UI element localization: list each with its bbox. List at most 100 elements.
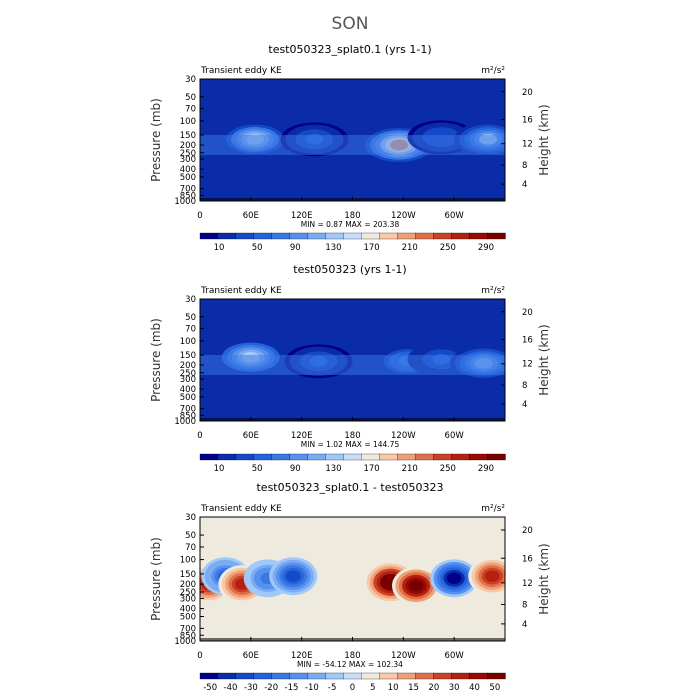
colorbar-label: 170	[363, 464, 379, 474]
colorbar-swatch	[199, 672, 219, 680]
colorbar-swatch	[343, 672, 363, 680]
y-tick-label: 70	[185, 543, 196, 553]
y-tick-label: 500	[180, 393, 196, 403]
y-tick-label: 200	[180, 361, 196, 371]
y-tick-label: 30	[185, 513, 196, 523]
panel-left-label: Transient eddy KE	[200, 66, 282, 76]
min-max-stats: MIN = 1.02 MAX = 144.75	[301, 440, 400, 449]
x-tick-label: 180	[344, 651, 360, 661]
panel-units-label: m²/s²	[481, 504, 505, 514]
colorbar-swatch	[325, 232, 345, 240]
colorbar-swatch	[343, 453, 363, 461]
colorbar-label: 90	[290, 464, 301, 474]
colorbar-swatch	[199, 232, 219, 240]
colorbar-label: 5	[370, 683, 375, 693]
colorbar-label: 90	[290, 243, 301, 253]
colorbar-swatch	[415, 232, 434, 240]
colorbar-label: -15	[285, 683, 299, 693]
colorbar-label: -10	[305, 683, 319, 693]
y-tick-label: 100	[180, 117, 196, 127]
y-tick-label: 250	[180, 149, 196, 159]
colorbar-swatch	[361, 453, 381, 461]
colorbar-swatch	[235, 672, 255, 680]
colorbar-label: 250	[440, 243, 456, 253]
figure-title: SON	[332, 14, 369, 34]
x-tick-label: 60E	[243, 431, 259, 441]
colorbar-swatch	[289, 232, 309, 240]
y-tick-label: 250	[180, 588, 196, 598]
y-tick-label: 400	[180, 605, 196, 615]
chart-panel-2: test050323 (yrs 1-1) Transient eddy KE m²/…	[149, 263, 551, 474]
colorbar-label: 0	[350, 683, 355, 693]
colorbar-swatch	[379, 232, 399, 240]
colorbar-label: 20	[428, 683, 439, 693]
colorbar-swatch	[451, 672, 470, 680]
y-tick-label: 1000	[174, 197, 196, 207]
colorbar-label: 210	[402, 243, 418, 253]
jet-band	[200, 135, 505, 156]
y-right-tick-label: 16	[522, 336, 533, 346]
colorbar-swatch	[271, 672, 291, 680]
colorbar-label: 50	[252, 464, 263, 474]
x-tick-label: 60W	[445, 651, 465, 661]
colorbar-swatch	[397, 453, 416, 461]
heatmap-blob	[285, 570, 301, 582]
colorbar-label: 50	[489, 683, 500, 693]
colorbar-swatch	[468, 232, 488, 240]
x-tick-label: 0	[197, 431, 202, 441]
y-tick-label: 150	[180, 570, 196, 580]
colorbar-swatch	[451, 453, 470, 461]
y-tick-label: 50	[185, 531, 196, 541]
panel-left-label: Transient eddy KE	[200, 504, 282, 514]
y-tick-label: 850	[180, 631, 196, 641]
colorbar-swatch	[253, 453, 273, 461]
colorbar-label: -40	[224, 683, 238, 693]
colorbar-swatch	[289, 453, 309, 461]
x-tick-label: 180	[344, 211, 360, 221]
heatmap-field	[200, 517, 505, 641]
x-tick-label: 60E	[243, 651, 259, 661]
colorbar-swatch	[486, 672, 506, 680]
y-tick-label: 1000	[174, 637, 196, 647]
x-tick-label: 60W	[445, 431, 465, 441]
panel-title: test050323_splat0.1 (yrs 1-1)	[268, 43, 431, 56]
y-right-tick-label: 20	[522, 526, 533, 536]
colorbar-swatch	[433, 672, 452, 680]
y-right-axis-label: Height (km)	[537, 543, 551, 614]
panel-units-label: m²/s²	[481, 66, 505, 76]
chart-panel-3: test050323_splat0.1 - test050323 Transien…	[149, 481, 551, 693]
y-tick-label: 300	[180, 594, 196, 604]
panel-units-label: m²/s²	[481, 286, 505, 296]
colorbar-swatch	[307, 232, 327, 240]
y-right-tick-label: 4	[522, 180, 527, 190]
y-axis-label: Pressure (mb)	[149, 318, 163, 402]
x-tick-label: 120W	[391, 431, 416, 441]
colorbar-label: 210	[402, 464, 418, 474]
colorbar-swatch	[361, 672, 381, 680]
colorbar-label: 10	[214, 243, 225, 253]
heatmap-blob	[446, 572, 462, 585]
x-tick-label: 0	[197, 651, 202, 661]
y-tick-label: 200	[180, 580, 196, 590]
y-tick-label: 500	[180, 173, 196, 183]
colorbar-swatch	[415, 672, 434, 680]
y-right-tick-label: 8	[522, 600, 527, 610]
colorbar-swatch	[379, 672, 399, 680]
y-tick-label: 700	[180, 405, 196, 415]
y-axis-label: Pressure (mb)	[149, 98, 163, 182]
colorbar-swatch	[379, 453, 399, 461]
y-right-tick-label: 16	[522, 554, 533, 564]
colorbar-swatch	[307, 672, 327, 680]
colorbar-swatch	[325, 453, 345, 461]
y-right-tick-label: 20	[522, 88, 533, 98]
x-tick-label: 120W	[391, 651, 416, 661]
heatmap-blob	[408, 580, 424, 592]
y-tick-label: 300	[180, 375, 196, 385]
colorbar-swatch	[325, 672, 345, 680]
x-tick-label: 120E	[291, 431, 313, 441]
y-tick-label: 700	[180, 185, 196, 195]
x-tick-label: 0	[197, 211, 202, 221]
colorbar-label: 290	[478, 464, 494, 474]
